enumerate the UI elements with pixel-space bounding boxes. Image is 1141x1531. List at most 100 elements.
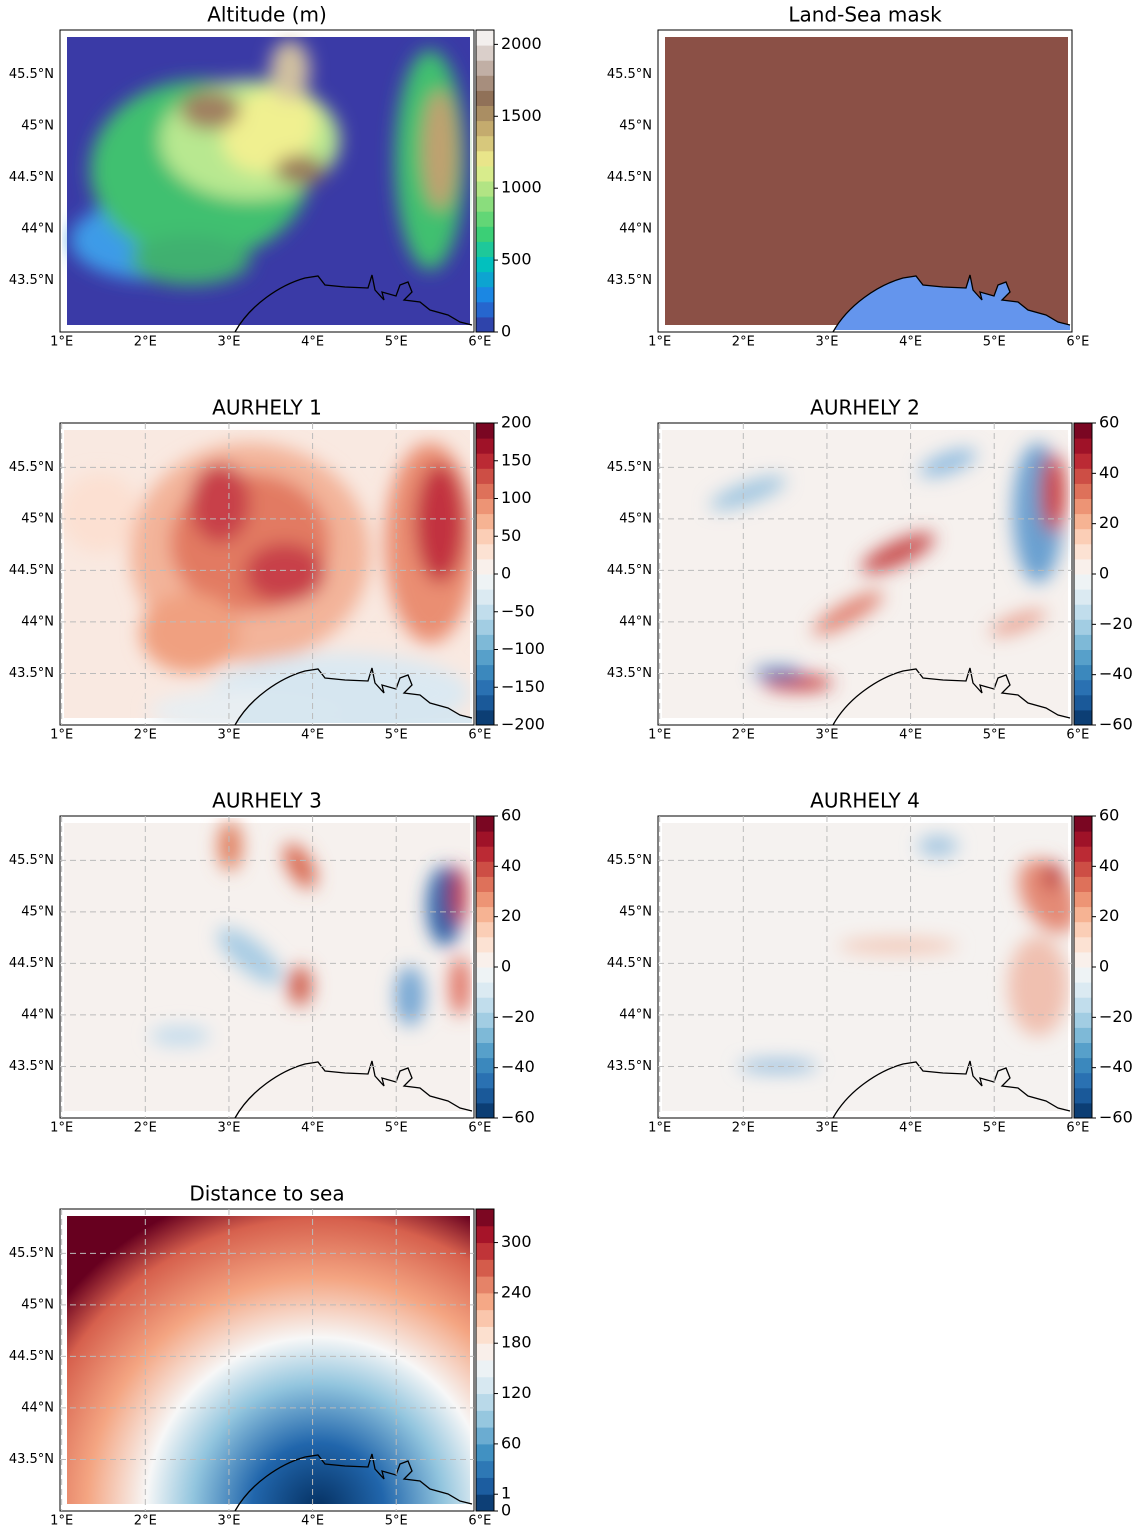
field-blob xyxy=(710,476,786,510)
panel-title: AURHELY 1 xyxy=(212,396,322,420)
colorbar-tick-label: 180 xyxy=(501,1333,532,1352)
field-blob xyxy=(130,235,250,285)
colorbar-tick-label: 40 xyxy=(501,856,521,875)
y-tick-label: 44.5°N xyxy=(607,956,652,971)
field xyxy=(662,430,1068,718)
colorbar-band xyxy=(476,1494,494,1512)
coastline xyxy=(832,274,1071,333)
y-tick-label: 43.5°N xyxy=(607,666,652,681)
colorbar-tick-label: 150 xyxy=(501,450,532,469)
field-blob xyxy=(838,938,958,954)
x-tick-label: 1°E xyxy=(648,335,671,350)
colorbar-band xyxy=(1074,967,1092,983)
colorbar-band xyxy=(476,1072,494,1089)
x-tick-label: 3°E xyxy=(815,335,838,350)
field-blob xyxy=(275,155,325,185)
map-panel: AURHELY 3 1°E 2°E 3°E 4°E 5°E 6°E 43.5°N 44°N 44.… xyxy=(9,789,535,1136)
colorbar-tick-label: −20 xyxy=(1099,1007,1133,1026)
colorbar-band xyxy=(476,316,494,333)
colorbar-band xyxy=(476,709,494,726)
colorbar-tick-label: −20 xyxy=(501,1007,535,1026)
colorbar-band xyxy=(476,453,494,469)
sea xyxy=(236,668,472,723)
colorbar-band xyxy=(1074,634,1092,650)
y-tick-label: 45.5°N xyxy=(9,1246,54,1261)
y-tick-label: 45°N xyxy=(619,511,652,526)
field-blob xyxy=(450,866,466,926)
x-tick-label: 2°E xyxy=(732,335,755,350)
colorbar-band xyxy=(1074,951,1092,968)
y-tick-label: 45.5°N xyxy=(9,853,54,868)
colorbar-band xyxy=(1074,1072,1092,1089)
x-tick-label: 4°E xyxy=(301,1121,324,1136)
y-tick-label: 45.5°N xyxy=(607,460,652,475)
colorbar-tick-label: −20 xyxy=(1099,614,1133,633)
colorbar-band xyxy=(476,574,494,590)
map-frame xyxy=(59,1208,475,1512)
colorbar-band xyxy=(1074,1042,1092,1059)
x-tick-label: 5°E xyxy=(385,1514,408,1529)
y-tick-label: 45.5°N xyxy=(607,853,652,868)
field-blob xyxy=(1045,862,1061,890)
map-panel: AURHELY 1 1°E 2°E 3°E 4°E 5°E 6°E 43.5°N 44°N 44.… xyxy=(9,396,545,743)
y-tick-label: 43.5°N xyxy=(9,1452,54,1467)
field-blob xyxy=(190,463,250,543)
x-tick-label: 5°E xyxy=(983,728,1006,743)
map-frame xyxy=(657,29,1073,333)
x-tick-label: 4°E xyxy=(899,335,922,350)
colorbar-band xyxy=(476,846,494,862)
x-tick-label: 6°E xyxy=(1066,1121,1089,1136)
colorbar-band xyxy=(476,951,494,968)
colorbar-band xyxy=(476,1225,494,1244)
x-tick-label: 1°E xyxy=(50,335,73,350)
colorbar-band xyxy=(476,1057,494,1074)
y-tick-label: 44°N xyxy=(619,1007,652,1022)
colorbar-band xyxy=(476,165,494,182)
colorbar-band xyxy=(476,1477,494,1495)
colorbar-band xyxy=(1074,861,1092,877)
field xyxy=(665,37,1068,325)
field-blob xyxy=(283,843,317,889)
y-tick-label: 44°N xyxy=(21,1007,54,1022)
field-layer xyxy=(665,37,1070,330)
colorbar-band xyxy=(476,498,494,515)
colorbar-tick-label: 20 xyxy=(1099,513,1119,532)
colorbar-band xyxy=(476,1326,494,1344)
sea xyxy=(834,275,1070,330)
colorbar-band xyxy=(1074,438,1092,454)
panel-title: Land-Sea mask xyxy=(788,3,942,27)
colorbar-band xyxy=(1074,574,1092,590)
colorbar-band xyxy=(476,1309,494,1327)
x-tick-label: 2°E xyxy=(732,728,755,743)
colorbar-tick-label: −50 xyxy=(501,601,535,620)
field-blob xyxy=(763,675,833,691)
coastline xyxy=(234,667,473,726)
field-blob xyxy=(813,591,883,635)
colorbar-tick-label: 0 xyxy=(1099,957,1109,976)
colorbar-band xyxy=(476,558,494,575)
colorbar-tick-label: 40 xyxy=(1099,856,1119,875)
colorbar-band xyxy=(1074,694,1092,711)
field-blob xyxy=(245,543,325,603)
x-tick-label: 6°E xyxy=(468,1121,491,1136)
colorbar-tick-label: 40 xyxy=(1099,463,1119,482)
colorbar-band xyxy=(476,1376,494,1395)
colorbar-band xyxy=(1074,679,1092,696)
x-tick-label: 5°E xyxy=(983,1121,1006,1136)
x-tick-label: 2°E xyxy=(134,728,157,743)
colorbar-tick-label: 60 xyxy=(1099,806,1119,825)
colorbar-band xyxy=(476,1360,494,1378)
x-tick-label: 3°E xyxy=(217,728,240,743)
colorbar-band xyxy=(1074,982,1092,998)
x-tick-label: 1°E xyxy=(50,728,73,743)
colorbar-tick-label: 120 xyxy=(501,1383,532,1402)
x-tick-label: 2°E xyxy=(134,1121,157,1136)
field-blob xyxy=(270,40,310,100)
colorbar-band xyxy=(476,1292,494,1311)
colorbar-tick-label: 200 xyxy=(501,413,532,432)
colorbar-band xyxy=(1074,543,1092,560)
colorbar-tick-label: 1500 xyxy=(501,106,542,125)
colorbar-band xyxy=(476,1012,494,1028)
colorbar-band xyxy=(1074,513,1092,530)
colorbar-tick-label: 240 xyxy=(501,1282,532,1301)
